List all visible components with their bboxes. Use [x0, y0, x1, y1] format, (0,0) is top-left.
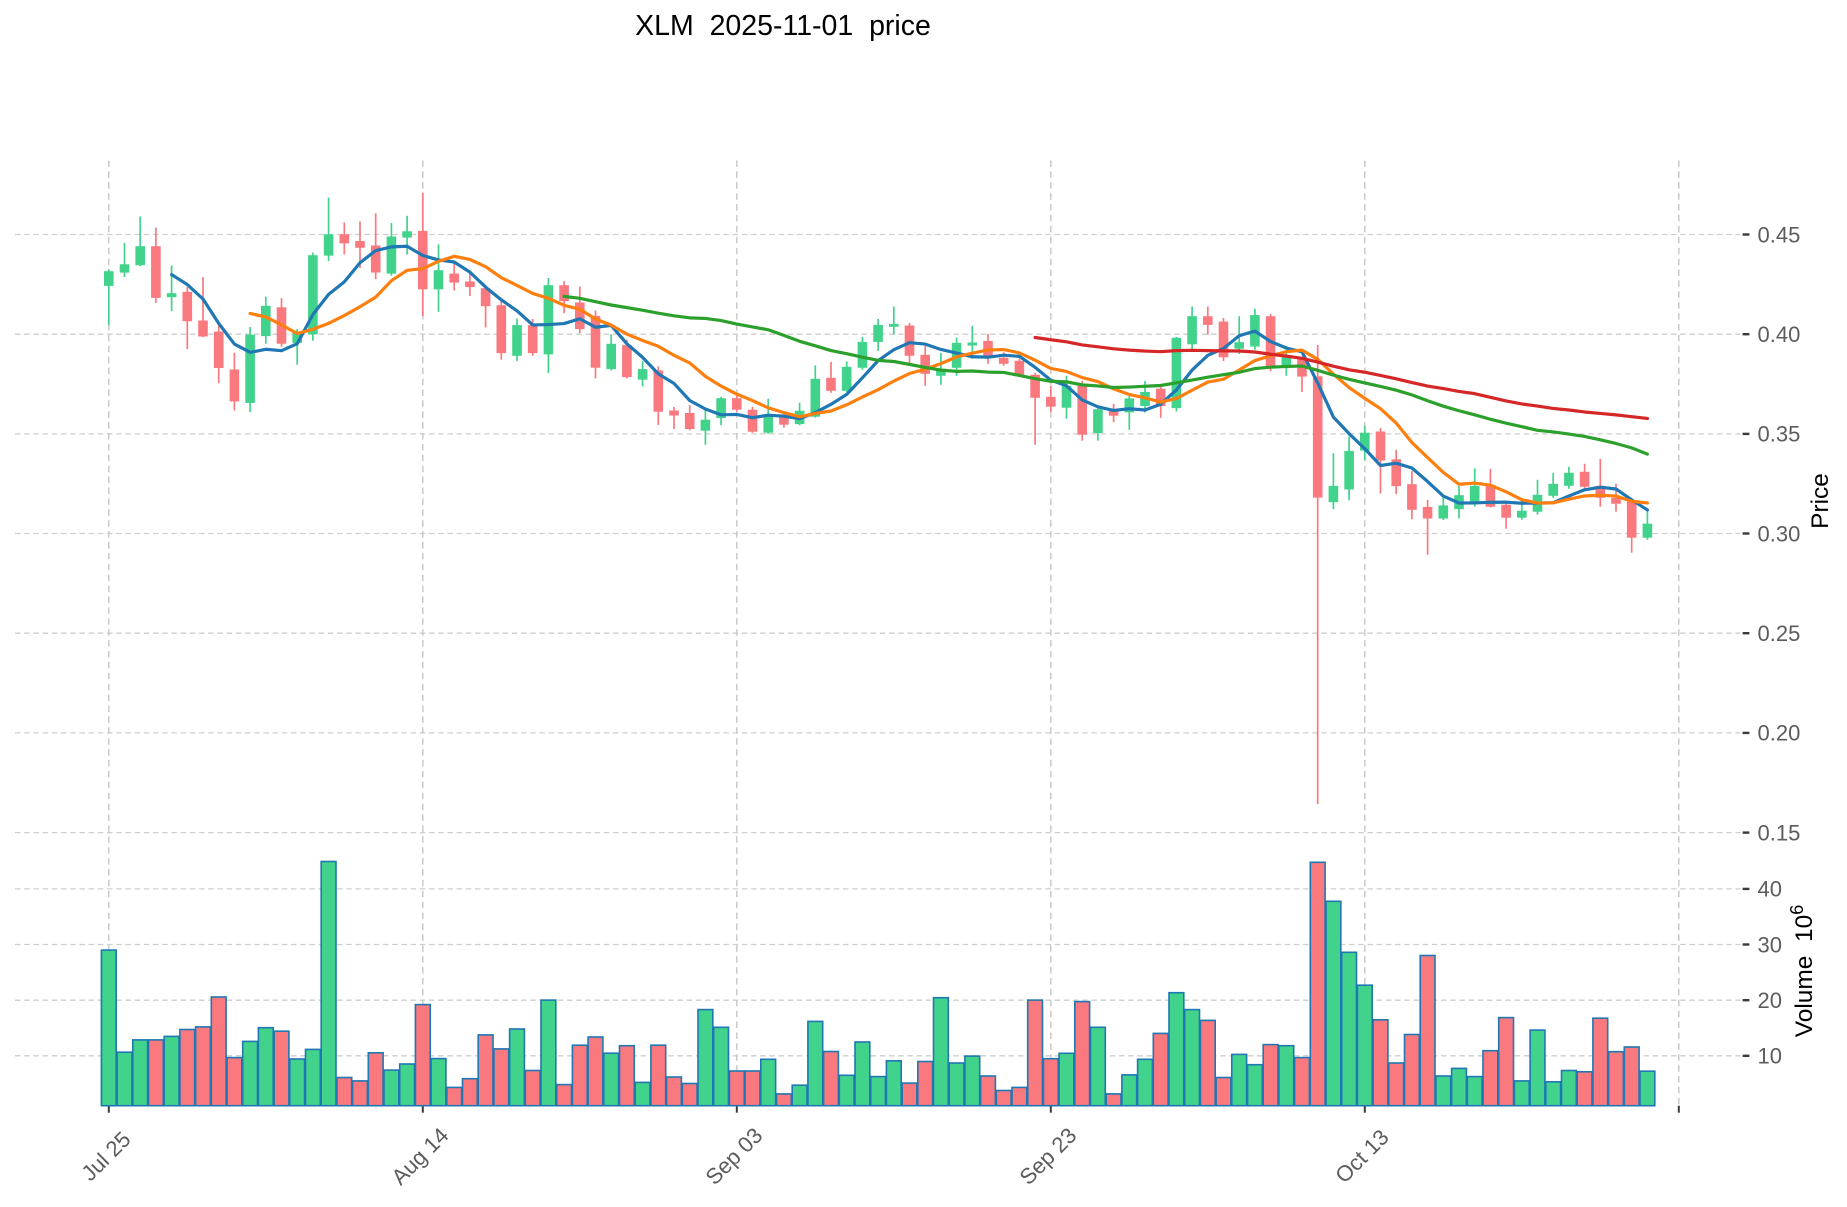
svg-text:Volume 106: Volume 106 [1787, 905, 1818, 1038]
svg-text:20: 20 [1758, 988, 1782, 1013]
svg-text:40: 40 [1758, 877, 1782, 902]
svg-text:0.45: 0.45 [1758, 222, 1801, 247]
svg-text:XLM 2025-11-01 price: XLM 2025-11-01 price [635, 10, 931, 42]
svg-text:0.35: 0.35 [1758, 422, 1801, 447]
svg-text:0.25: 0.25 [1758, 621, 1801, 646]
svg-text:30: 30 [1758, 932, 1782, 957]
svg-text:0.30: 0.30 [1758, 521, 1801, 546]
svg-text:10: 10 [1758, 1044, 1782, 1069]
svg-text:0.20: 0.20 [1758, 721, 1801, 746]
svg-text:0.15: 0.15 [1758, 820, 1801, 845]
svg-text:Price: Price [1807, 473, 1834, 529]
svg-text:0.40: 0.40 [1758, 322, 1801, 347]
